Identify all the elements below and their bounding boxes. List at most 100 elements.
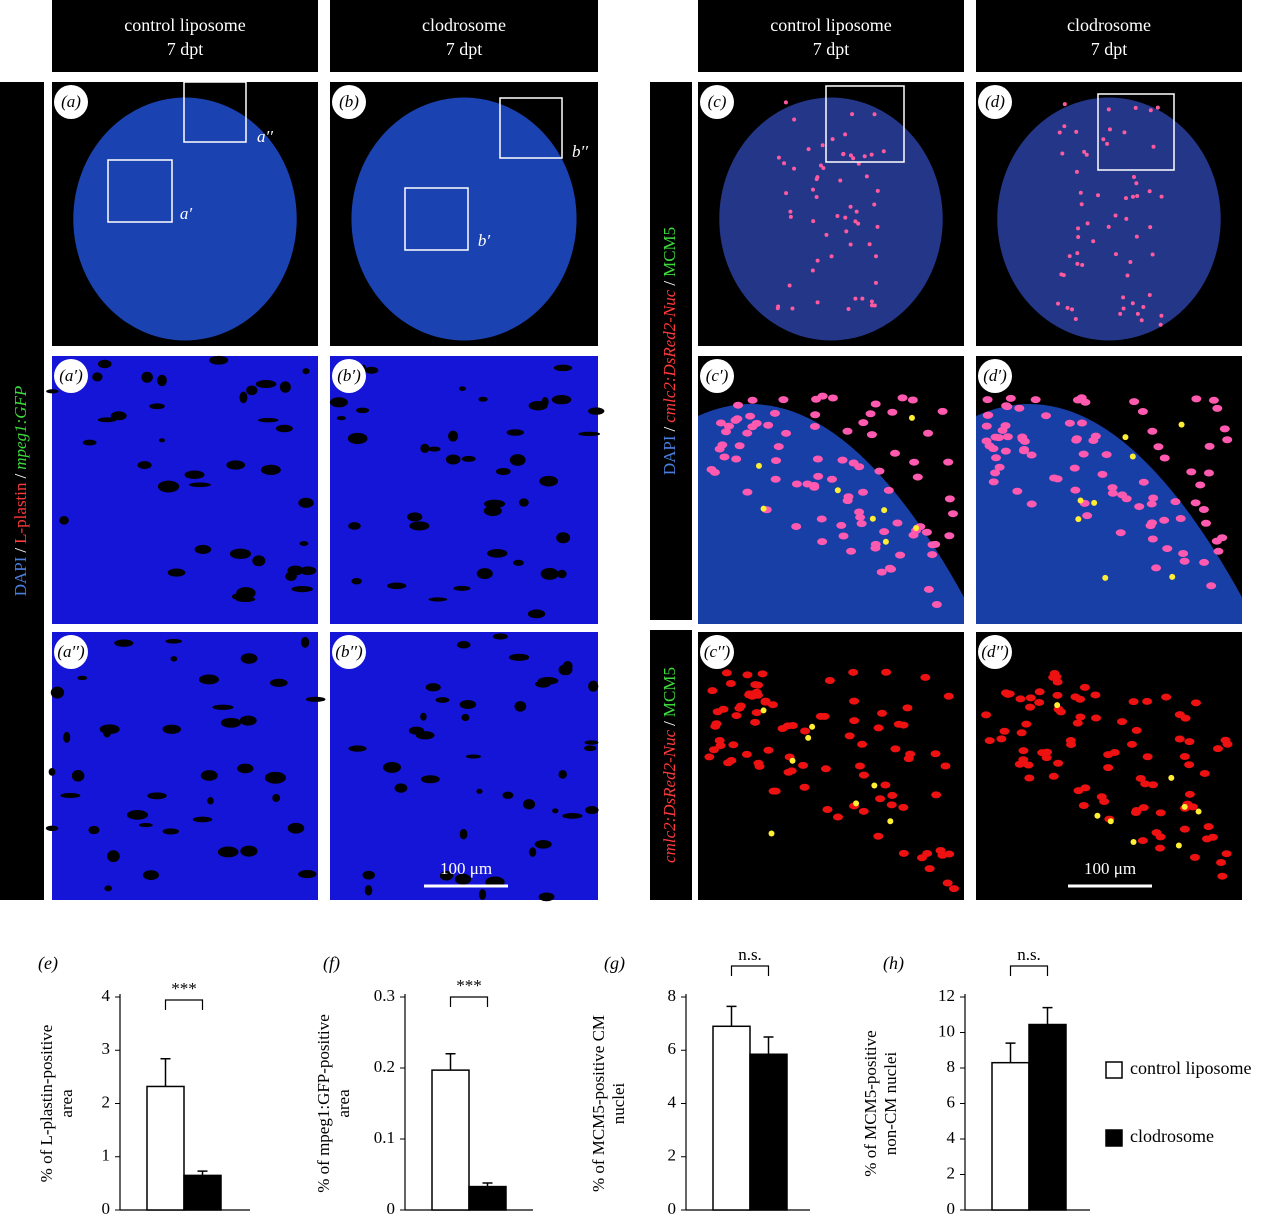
mcm5-nucleus (760, 505, 767, 512)
panel-label-circle (332, 85, 366, 119)
nucleus (848, 153, 853, 158)
significance-label: *** (456, 976, 482, 995)
header-title: control liposome (124, 15, 245, 35)
nucleus (948, 885, 959, 893)
gap (537, 676, 559, 685)
nucleus (1067, 254, 1072, 259)
nucleus (815, 300, 820, 305)
mcm5-nucleus (1178, 421, 1185, 428)
micrograph (45, 632, 326, 900)
tissue-section (719, 97, 943, 341)
nucleus (835, 213, 840, 218)
nucleus (1012, 487, 1023, 495)
gap (192, 816, 213, 823)
nucleus (715, 419, 726, 427)
gap (92, 372, 103, 382)
nucleus (811, 219, 816, 224)
nucleus (879, 528, 890, 536)
nucleus (880, 781, 891, 789)
nucleus (1189, 853, 1200, 861)
gap (285, 571, 297, 582)
nucleus (1075, 261, 1080, 266)
scale-bar-label: 100 μm (1084, 859, 1136, 878)
nucleus (1074, 129, 1079, 134)
tissue-section (997, 97, 1221, 341)
nucleus (1217, 534, 1228, 542)
nucleus (717, 441, 728, 449)
y-tick-label: 0 (668, 1199, 677, 1217)
gap (558, 769, 567, 779)
mcm5-nucleus (805, 734, 812, 741)
nucleus (881, 668, 892, 676)
gap (272, 793, 281, 802)
gap (46, 389, 59, 394)
nucleus (806, 147, 811, 152)
side-label-part: cmlc2:DsRed2-Nuc (660, 729, 679, 863)
mcm5-nucleus (755, 462, 762, 469)
gap (527, 609, 546, 619)
nucleus (1135, 774, 1146, 782)
y-tick-label: 0 (947, 1199, 956, 1217)
mcm5-nucleus (1075, 516, 1082, 523)
nucleus (881, 149, 886, 154)
nucleus (1019, 445, 1030, 453)
side-label-part: cmlc2:DsRed2-Nuc (660, 289, 679, 423)
nucleus (1078, 801, 1089, 809)
gap (478, 396, 488, 402)
nucleus (870, 400, 881, 408)
gap (88, 825, 100, 835)
panel-label-circle (332, 635, 366, 669)
gap (448, 430, 459, 442)
y-tick-label: 3 (102, 1039, 111, 1058)
y-tick-label: 4 (668, 1092, 677, 1111)
gap (336, 416, 346, 421)
bar (431, 1069, 470, 1211)
nucleus (1203, 823, 1214, 831)
nucleus (1041, 412, 1052, 420)
nucleus (1064, 419, 1075, 427)
gap (538, 892, 555, 902)
nucleus (943, 692, 954, 700)
nucleus (750, 718, 761, 726)
gap (239, 715, 257, 726)
nucleus (895, 551, 906, 559)
gap (528, 400, 548, 411)
y-axis-label: % of MCM5-positive CM (589, 1015, 608, 1192)
nucleus (790, 306, 795, 311)
gap (237, 763, 254, 774)
gap (291, 585, 313, 593)
nucleus (768, 787, 779, 795)
nucleus (1062, 124, 1067, 129)
micrograph (698, 632, 964, 900)
gap (540, 568, 559, 580)
nucleus (846, 307, 851, 312)
nucleus (778, 396, 789, 404)
nucleus (1137, 837, 1148, 845)
mcm5-nucleus (869, 515, 876, 522)
nucleus (1179, 752, 1190, 760)
panel-label: (c) (708, 92, 727, 111)
nucleus (751, 709, 762, 717)
nucleus (1075, 695, 1086, 703)
nucleus (818, 163, 823, 168)
nucleus (1105, 141, 1110, 146)
y-tick-label: 1 (102, 1146, 111, 1165)
gap (63, 731, 71, 743)
nucleus (1179, 557, 1190, 565)
nucleus (707, 687, 718, 695)
tissue (52, 632, 318, 900)
nucleus (760, 697, 771, 705)
mcm5-nucleus (1130, 839, 1137, 846)
nucleus (841, 151, 846, 156)
error-bar (1005, 1042, 1016, 1063)
nucleus (1148, 225, 1153, 230)
nucleus (1034, 698, 1045, 706)
nucleus (996, 735, 1007, 743)
nucleus (1128, 698, 1139, 706)
micrograph (976, 82, 1242, 346)
nucleus (988, 478, 999, 486)
side-label-part: MCM5 (660, 667, 679, 717)
nucleus (1060, 151, 1065, 156)
panel-label: (b′) (337, 366, 361, 385)
nucleus (869, 303, 874, 308)
